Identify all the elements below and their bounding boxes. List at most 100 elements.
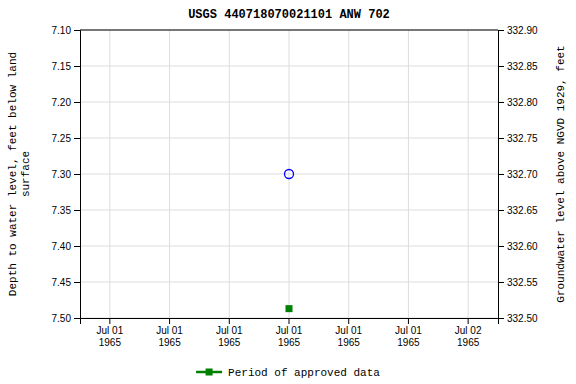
tick-mark (498, 246, 504, 247)
legend-label: Period of approved data (228, 367, 380, 379)
y2-tick-label: 332.75 (507, 133, 538, 144)
y2-tick-label: 332.85 (507, 61, 538, 72)
x-tick-label: Jul 011965 (395, 325, 422, 348)
chart-title: USGS 440718070021101 ANW 702 (188, 8, 390, 22)
y-tick: 7.30 (52, 169, 80, 180)
y-tick: 7.15 (52, 61, 80, 72)
tick-mark (74, 210, 80, 211)
legend-marker (206, 369, 213, 376)
y-tick: 7.45 (52, 277, 80, 288)
grid-line-x (289, 30, 290, 318)
grid-line-x (348, 30, 349, 318)
series (286, 305, 293, 312)
y-axis-label: Depth to water level, feet below landsur… (7, 52, 32, 296)
tick-mark (498, 102, 504, 103)
series (285, 170, 294, 179)
grid-line-x (109, 30, 110, 318)
text-line: Jul 01 (395, 325, 422, 336)
tick-mark (74, 282, 80, 283)
plot-area: Jul 011965Jul 011965Jul 011965Jul 011965… (7, 25, 567, 348)
y2-tick-label: 332.65 (507, 205, 538, 216)
grid-line-x (229, 30, 230, 318)
y2-tick-label: 332.90 (507, 25, 538, 36)
y-tick: 7.35 (52, 205, 80, 216)
tick-mark (74, 138, 80, 139)
tick-mark (498, 210, 504, 211)
y2-tick-label: 332.70 (507, 169, 538, 180)
axis-domain (74, 31, 81, 319)
plot-frame-top (80, 30, 498, 31)
y2-tick-label: 332.50 (507, 313, 538, 324)
x-axis: Jul 011965Jul 011965Jul 011965Jul 011965… (81, 318, 499, 348)
x-tick-label: Jul 011965 (276, 325, 303, 348)
y2-tick-label: 332.80 (507, 97, 538, 108)
text-line: 1965 (218, 337, 241, 348)
text-line: Depth to water level, feet below land (7, 52, 19, 296)
x-tick: Jul 011965 (395, 318, 422, 348)
tick-mark (498, 30, 504, 31)
x-tick-label: Jul 011965 (335, 325, 362, 348)
text-line: 1965 (278, 337, 301, 348)
tick-mark (74, 102, 80, 103)
tick-mark (498, 138, 504, 139)
y-tick: 7.10 (52, 25, 80, 36)
tick-mark (74, 246, 80, 247)
axis-domain (81, 319, 499, 325)
y2-axis-label: Groundwater level above NGVD 1929, feet (555, 45, 567, 302)
text-line: Jul 02 (455, 325, 482, 336)
y2-tick: 332.70 (498, 169, 538, 180)
text-line: Jul 01 (216, 325, 243, 336)
data-point (286, 305, 293, 312)
y-tick-label: 7.20 (52, 97, 72, 108)
x-tick: Jul 011965 (335, 318, 362, 348)
tick-mark (498, 66, 504, 67)
tick-mark (74, 174, 80, 175)
x-tick: Jul 011965 (156, 318, 183, 348)
text-line: 1965 (338, 337, 361, 348)
y-tick-label: 7.35 (52, 205, 72, 216)
y-tick-label: 7.50 (52, 313, 72, 324)
tick-mark (408, 318, 409, 324)
tick-mark (74, 66, 80, 67)
grid-line-x (408, 30, 409, 318)
x-tick: Jul 011965 (97, 318, 124, 348)
marks (285, 170, 294, 313)
x-tick-label: Jul 021965 (455, 325, 482, 348)
legend-item: Period of approved data (196, 367, 380, 379)
y2-tick: 332.80 (498, 97, 538, 108)
y-tick: 7.20 (52, 97, 80, 108)
y2-axis: 332.50 332.55 332.60 332.65 332.70 332.75 332.… (498, 25, 538, 324)
text-line: surface (20, 151, 32, 197)
chart-container: Jul 011965Jul 011965Jul 011965Jul 011965… (0, 0, 576, 384)
tick-mark (289, 318, 290, 324)
y-tick-label: 7.45 (52, 277, 72, 288)
y-tick-label: 7.15 (52, 61, 72, 72)
grid-line-x (468, 30, 469, 318)
y2-tick: 332.75 (498, 133, 538, 144)
y2-tick: 332.55 (498, 277, 538, 288)
y2-tick-label: 332.60 (507, 241, 538, 252)
y-tick: 7.25 (52, 133, 80, 144)
text-line: 1965 (158, 337, 181, 348)
chart-svg: Jul 011965Jul 011965Jul 011965Jul 011965… (0, 0, 576, 384)
text-line: Jul 01 (335, 325, 362, 336)
grid (80, 30, 498, 318)
y2-tick: 332.65 (498, 205, 538, 216)
data-point (285, 170, 294, 179)
grid-line-y (80, 30, 498, 31)
tick-mark (498, 174, 504, 175)
y2-tick-label: 332.55 (507, 277, 538, 288)
x-tick-label: Jul 011965 (97, 325, 124, 348)
tick-mark (498, 318, 504, 319)
y-tick-label: 7.25 (52, 133, 72, 144)
tick-mark (109, 318, 110, 324)
y-tick-label: 7.10 (52, 25, 72, 36)
y-tick: 7.40 (52, 241, 80, 252)
tick-mark (229, 318, 230, 324)
y2-tick: 332.50 (498, 313, 538, 324)
text-line: Jul 01 (97, 325, 124, 336)
tick-mark (468, 318, 469, 324)
y2-tick: 332.90 (498, 25, 538, 36)
y-tick-label: 7.30 (52, 169, 72, 180)
x-tick: Jul 011965 (276, 318, 303, 348)
